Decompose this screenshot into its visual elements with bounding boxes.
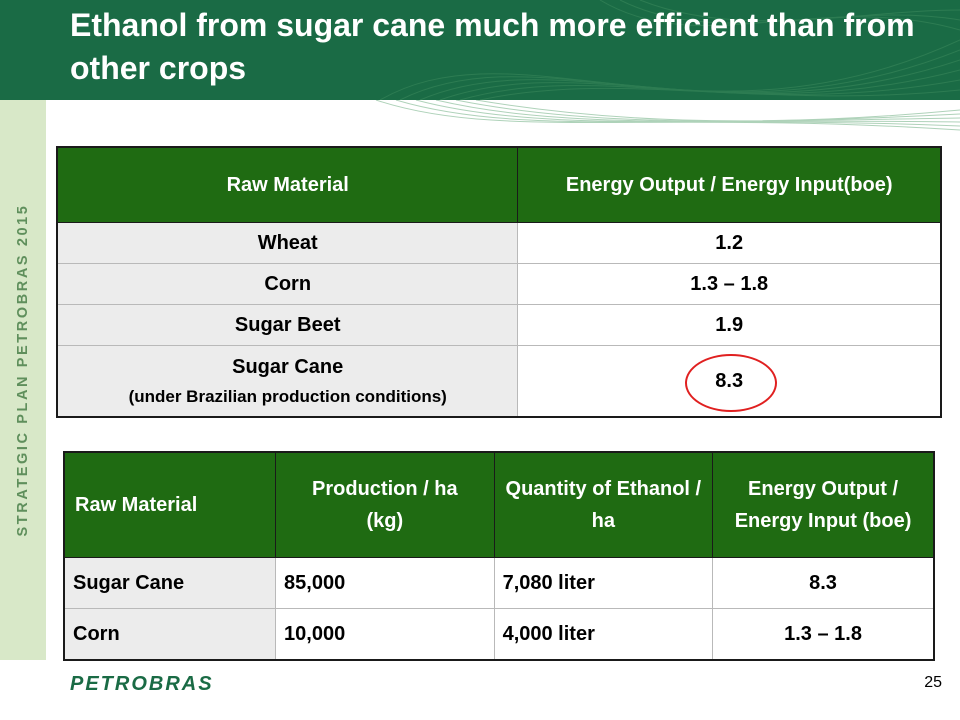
table-row: Sugar Cane (under Brazilian production c… [56, 345, 942, 418]
material-cell: Sugar Cane (under Brazilian production c… [56, 345, 519, 418]
comparison-table: Raw Material Production / ha (kg) Quanti… [63, 451, 935, 661]
wave-pattern [379, 0, 960, 100]
wave-strip [375, 100, 960, 131]
header-energy-ratio: Energy Output / Energy Input (boe) [712, 451, 935, 558]
slide-header: Ethanol from sugar cane much more effici… [0, 0, 960, 100]
ethanol-cell: 7,080 liter [493, 557, 714, 609]
table-header-row: Raw Material Energy Output / Energy Inpu… [56, 146, 942, 223]
table-row: Corn 1.3 – 1.8 [56, 263, 942, 305]
material-cell: Corn [63, 608, 277, 661]
table-row: Corn 10,000 4,000 liter 1.3 – 1.8 [63, 608, 935, 661]
petrobras-logo: PETROBRAS [70, 673, 214, 695]
ratio-cell: 1.3 – 1.8 [712, 608, 935, 661]
header-production-line1: Production / ha [312, 478, 458, 500]
material-cell: Wheat [56, 222, 519, 264]
highlight-circle [685, 354, 778, 412]
highlighted-value: 8.3 [685, 354, 778, 412]
ratio-cell: 1.9 [517, 304, 942, 346]
header-energy-ratio: Energy Output / Energy Input(boe) [517, 146, 942, 223]
efficiency-table: Raw Material Energy Output / Energy Inpu… [56, 146, 942, 418]
header-raw-material: Raw Material [56, 146, 519, 223]
ratio-cell: 8.3 [712, 557, 935, 609]
material-cell: Corn [56, 263, 519, 305]
production-cell: 10,000 [275, 608, 495, 661]
ratio-cell: 8.3 [517, 345, 942, 418]
slide-title: Ethanol from sugar cane much more effici… [70, 7, 915, 86]
side-band-text: STRATEGIC PLAN PETROBRAS 2015 [15, 203, 31, 537]
table-row: Sugar Beet 1.9 [56, 304, 942, 346]
ratio-cell: 1.3 – 1.8 [517, 263, 942, 305]
material-note: (under Brazilian production conditions) [128, 386, 447, 406]
ethanol-cell: 4,000 liter [493, 608, 714, 661]
material-name: Sugar Cane [232, 355, 344, 378]
side-band: STRATEGIC PLAN PETROBRAS 2015 [0, 100, 46, 660]
header-raw-material: Raw Material [63, 451, 277, 558]
material-cell: Sugar Cane [63, 557, 277, 609]
table-header-row: Raw Material Production / ha (kg) Quanti… [63, 451, 935, 558]
table-row: Sugar Cane 85,000 7,080 liter 8.3 [63, 557, 935, 609]
page-number: 25 [924, 674, 942, 691]
ratio-cell: 1.2 [517, 222, 942, 264]
material-cell: Sugar Beet [56, 304, 519, 346]
header-ethanol-quantity: Quantity of Ethanol / ha [493, 451, 714, 558]
production-cell: 85,000 [275, 557, 495, 609]
header-production-line2: (kg) [366, 510, 404, 532]
table-row: Wheat 1.2 [56, 222, 942, 264]
header-production: Production / ha (kg) [275, 451, 495, 558]
